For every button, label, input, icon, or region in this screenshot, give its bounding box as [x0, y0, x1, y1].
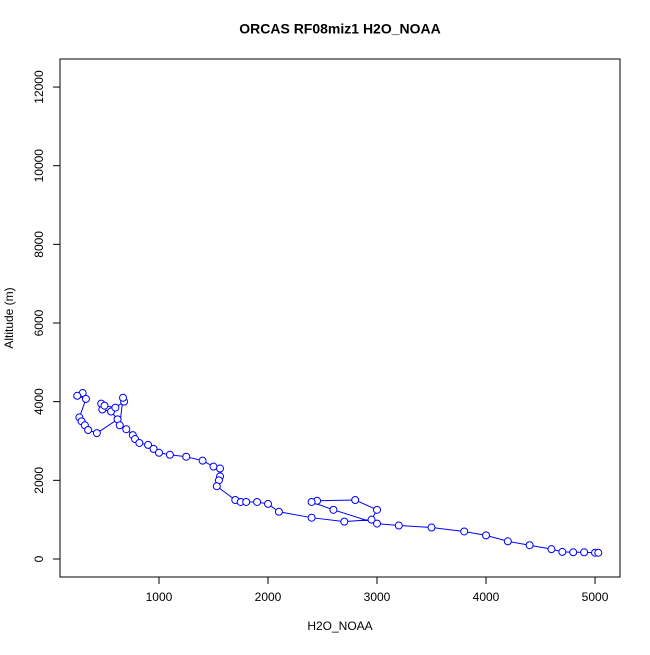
data-point	[427, 523, 436, 532]
y-tick-label: 6000	[32, 309, 46, 336]
y-tick-label: 0	[32, 555, 46, 562]
data-point	[149, 444, 158, 453]
data-point	[503, 537, 512, 546]
data-point	[100, 401, 109, 410]
data-point	[569, 548, 578, 557]
x-tick-label: 3000	[364, 590, 391, 604]
x-axis-label: H2O_NOAA	[307, 619, 372, 633]
data-point	[460, 527, 469, 536]
data-point	[367, 515, 376, 524]
data-point	[209, 462, 218, 471]
data-point	[119, 393, 128, 402]
x-tick-label: 1000	[146, 590, 173, 604]
data-point	[253, 497, 262, 506]
data-point	[84, 425, 93, 434]
data-point	[525, 541, 534, 550]
data-point	[242, 497, 251, 506]
data-point	[373, 505, 382, 514]
data-point	[482, 531, 491, 540]
y-tick-label: 4000	[32, 388, 46, 415]
y-axis-label: Altitude (m)	[2, 287, 16, 348]
plot-frame	[59, 58, 621, 578]
data-point	[580, 548, 589, 557]
data-point	[263, 499, 272, 508]
data-point	[307, 513, 316, 522]
data-point	[329, 505, 338, 514]
data-point	[198, 456, 207, 465]
x-tick-label: 5000	[582, 590, 609, 604]
data-point	[154, 448, 163, 457]
data-point	[165, 450, 174, 459]
y-tick-label: 2000	[32, 467, 46, 494]
data-point	[394, 521, 403, 530]
data-point	[111, 403, 120, 412]
x-tick-label: 2000	[255, 590, 282, 604]
data-point	[373, 519, 382, 528]
data-point	[558, 547, 567, 556]
data-point	[340, 517, 349, 526]
x-tick-label: 4000	[473, 590, 500, 604]
data-point	[144, 440, 153, 449]
data-point	[73, 391, 82, 400]
data-point	[547, 545, 556, 554]
data-point	[212, 482, 221, 491]
data-point	[115, 421, 124, 430]
data-point	[92, 429, 101, 438]
data-point	[351, 495, 360, 504]
data-point	[135, 438, 144, 447]
y-tick-label: 10000	[32, 149, 46, 183]
data-point	[81, 394, 90, 403]
data-point	[307, 497, 316, 506]
chart-title: ORCAS RF08miz1 H2O_NOAA	[239, 21, 441, 37]
data-point	[594, 548, 603, 557]
y-tick-label: 8000	[32, 231, 46, 258]
data-point	[122, 425, 131, 434]
data-point	[216, 464, 225, 473]
data-point	[274, 507, 283, 516]
data-point	[182, 452, 191, 461]
y-tick-label: 12000	[32, 70, 46, 104]
